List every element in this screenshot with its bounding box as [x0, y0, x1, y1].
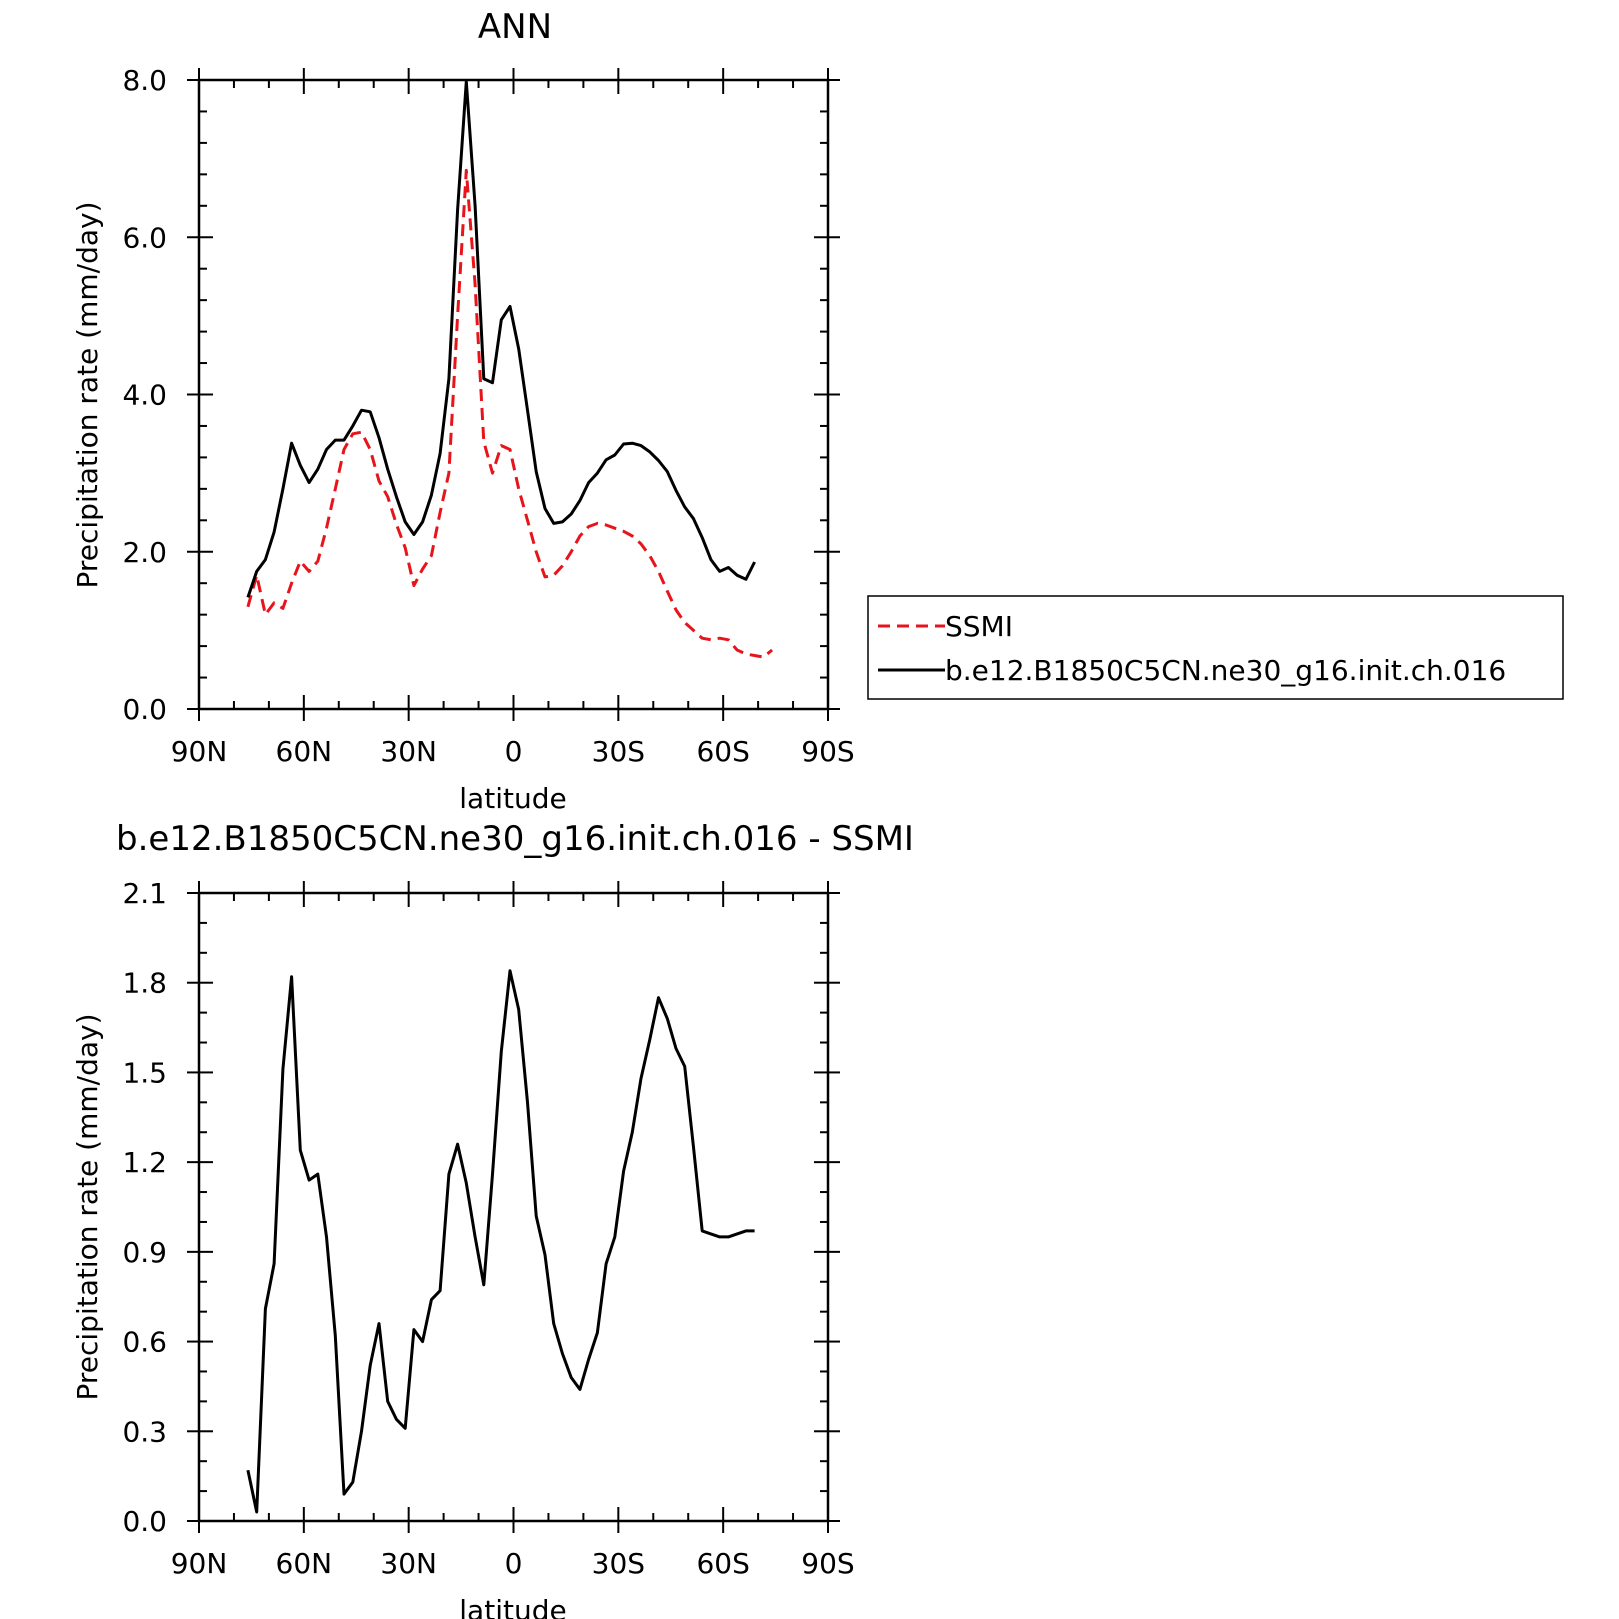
x-tick-label: 60N: [276, 735, 333, 768]
x-tick-label: 30N: [380, 1547, 437, 1580]
y-tick-label: 2.1: [122, 877, 167, 910]
chart-title: ANN: [478, 7, 552, 47]
series-line-model: [246, 80, 756, 598]
y-axis-label: Precipitation rate (mm/day): [71, 1013, 104, 1400]
series-line-difference: [246, 969, 755, 1514]
legend: SSMI b.e12.B1850C5CN.ne30_g16.init.ch.01…: [867, 595, 1564, 700]
legend-label-model: b.e12.B1850C5CN.ne30_g16.init.ch.016: [945, 654, 1506, 687]
x-axis-label: latitude: [459, 782, 566, 815]
y-tick-label: 8.0: [122, 64, 167, 97]
x-tick-label: 0: [505, 735, 523, 768]
x-tick-label: 60S: [696, 735, 749, 768]
chart-title: b.e12.B1850C5CN.ne30_g16.init.ch.016 - S…: [116, 819, 914, 859]
x-tick-label: 90S: [801, 735, 854, 768]
x-tick-label: 30S: [592, 1547, 645, 1580]
plot-frame: [197, 78, 830, 711]
bottom-chart-panel: b.e12.B1850C5CN.ne30_g16.init.ch.016 - S…: [71, 819, 914, 1619]
y-tick-label: 1.2: [122, 1146, 167, 1179]
x-tick-label: 30N: [380, 735, 437, 768]
legend-label-ssmi: SSMI: [945, 610, 1013, 643]
x-tick-label: 0: [505, 1547, 523, 1580]
y-tick-label: 2.0: [122, 536, 167, 569]
x-tick-label: 90N: [171, 735, 228, 768]
x-tick-label: 90N: [171, 1547, 228, 1580]
y-axis-label: Precipitation rate (mm/day): [71, 201, 104, 588]
y-tick-label: 4.0: [122, 379, 167, 412]
x-axis-label: latitude: [459, 1594, 566, 1619]
y-tick-label: 0.0: [122, 693, 167, 726]
series-line-ssmi: [246, 168, 774, 659]
legend-box: [867, 595, 1564, 700]
y-tick-label: 6.0: [122, 221, 167, 254]
y-tick-label: 0.3: [122, 1415, 167, 1448]
y-tick-label: 0.6: [122, 1326, 167, 1359]
y-tick-label: 1.5: [122, 1056, 167, 1089]
x-tick-label: 60N: [276, 1547, 333, 1580]
x-tick-label: 60S: [696, 1547, 749, 1580]
y-tick-label: 1.8: [122, 967, 167, 1000]
y-tick-label: 0.0: [122, 1505, 167, 1538]
y-tick-label: 0.9: [122, 1236, 167, 1269]
x-tick-label: 30S: [592, 735, 645, 768]
x-tick-label: 90S: [801, 1547, 854, 1580]
top-chart-panel: ANN 90N 60N 30N 0 30S 60S 90S 0.0 2.0 4.0 6.0 8.0 l…: [71, 7, 855, 815]
